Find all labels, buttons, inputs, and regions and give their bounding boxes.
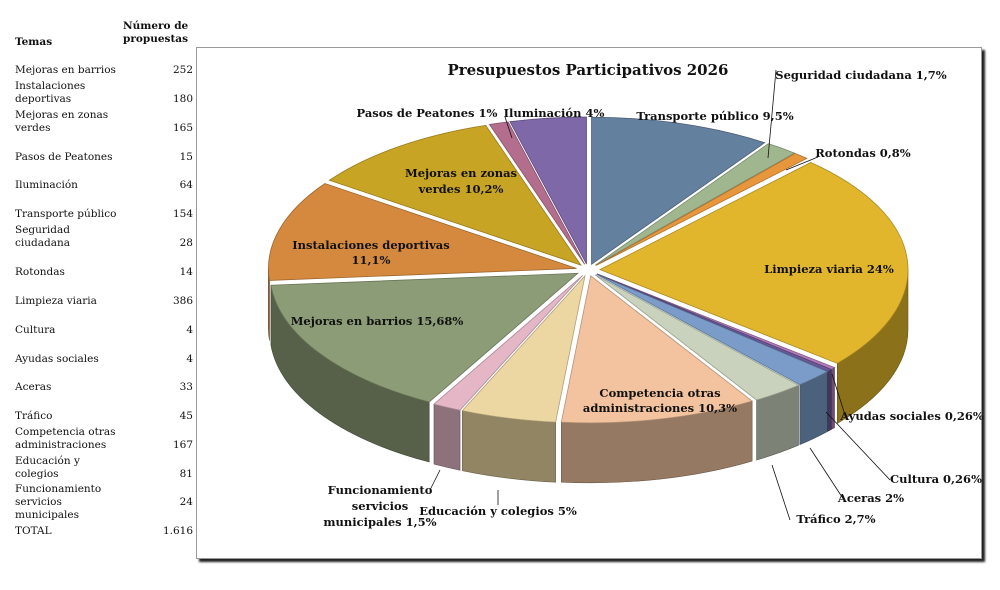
slice-label: Seguridad ciudadana 1,7% [775, 68, 947, 82]
pie-slice-cultura [596, 273, 833, 372]
row-num: 81 [179, 468, 193, 480]
pie-side-funcionamiento-servicios-municipales [433, 403, 461, 471]
row-tema: Ayudas sociales [15, 353, 99, 365]
row-num: 180 [172, 93, 193, 105]
leader-line [771, 464, 791, 521]
row-num: 167 [172, 439, 193, 451]
pie-tops [268, 116, 909, 424]
leader-line [429, 469, 441, 491]
row-tema: Aceras [15, 381, 52, 393]
row-num: 15 [179, 151, 193, 163]
header-num: Número de propuestas [123, 20, 189, 45]
row-num: 14 [179, 266, 193, 278]
pie-slice-tr-fico [594, 274, 800, 401]
pie-slice-iluminaci-n [509, 116, 587, 265]
pie-slice-mejoras-en-zonas-verdes [328, 124, 582, 266]
pie-slice-educaci-n-y-colegios [461, 274, 586, 423]
row-tema: Cultura [15, 324, 56, 336]
slice-label: Mejoras en zonas verdes 10,2% [405, 166, 517, 196]
row-num: 4 [186, 353, 193, 365]
row-num: 165 [172, 122, 193, 134]
leader-line [825, 411, 891, 481]
pie-slice-mejoras-en-barrios [270, 272, 580, 403]
slice-label: Cultura 0,26% [890, 472, 982, 486]
pie-slice-rotondas [595, 153, 808, 266]
pie-slice-limpieza-viaria [599, 162, 909, 364]
slice-label: Pasos de Peatones 1% [357, 106, 498, 120]
pie-sides [268, 268, 909, 484]
row-num: 64 [179, 179, 193, 191]
slice-label: Mejoras en barrios 15,68% [291, 314, 464, 328]
row-num: 4 [186, 324, 193, 336]
row-num: 252 [172, 64, 193, 76]
leader-line [767, 69, 777, 159]
row-tema: Iluminación [15, 179, 78, 191]
slice-label: Rotondas 0,8% [815, 146, 911, 160]
row-num: 24 [179, 496, 193, 508]
row-tema: Funcionamiento servicios municipales [15, 483, 102, 521]
slice-label: Funcionamiento servicios municipales 1,5% [323, 483, 436, 529]
chart-title: Presupuestos Participativos 2026 [448, 61, 729, 79]
slice-label: Tráfico 2,7% [796, 512, 875, 526]
leader-line [831, 373, 847, 419]
pie-slice-transporte-p-blico [591, 116, 766, 266]
proposals-table: Temas Número de propuestas Mejoras en ba… [0, 0, 200, 590]
slice-label: Competencia otras administraciones 10,3% [583, 386, 737, 415]
slice-label: Instalaciones deportivas 11,1% [292, 238, 449, 267]
leader-line [809, 447, 845, 501]
row-tema: Pasos de Peatones [15, 151, 113, 163]
slice-label: Educación y colegios 5% [419, 504, 577, 518]
row-num: 33 [179, 381, 193, 393]
row-tema: Tráfico [15, 410, 53, 422]
row-tema: Rotondas [15, 266, 65, 278]
leader-line [504, 116, 513, 139]
slice-label: Aceras 2% [837, 491, 904, 505]
row-num: 45 [179, 410, 193, 422]
row-tema: Mejoras en barrios [15, 64, 116, 76]
slice-label: Transporte público 9,5% [636, 109, 793, 123]
pie-slice-funcionamiento-servicios-municipales [433, 275, 584, 411]
slice-label: Iluminación 4% [504, 106, 605, 120]
pie-side-cultura [827, 368, 832, 432]
header-tema: Temas [15, 36, 53, 48]
row-tema: Competencia otras administraciones [15, 426, 116, 451]
pie-slice-competencia-otras-administraciones [560, 275, 754, 424]
slice-label: Limpieza viaria 24% [764, 262, 894, 276]
pie-slice-aceras [596, 273, 829, 386]
row-tema: Mejoras en zonas verdes [15, 109, 109, 134]
row-num: 154 [172, 208, 193, 220]
pie-slice-pasos-de-peatones [488, 121, 586, 265]
total-value: 1.616 [162, 525, 193, 537]
row-tema: Instalaciones deportivas [15, 80, 86, 105]
total-label: TOTAL [15, 525, 52, 537]
row-tema: Educación y colegios [15, 455, 80, 480]
pie-slice-instalaciones-deportivas [268, 183, 577, 281]
row-tema: Limpieza viaria [15, 295, 97, 307]
row-num: 386 [172, 295, 193, 307]
slice-label: Ayudas sociales 0,26% [839, 409, 984, 423]
pie-slice-seguridad-ciudadana [595, 143, 796, 266]
row-num: 28 [179, 237, 193, 249]
row-tema: Seguridad ciudadana [15, 224, 70, 249]
row-tema: Transporte público [15, 208, 117, 220]
leader-line [785, 156, 819, 171]
